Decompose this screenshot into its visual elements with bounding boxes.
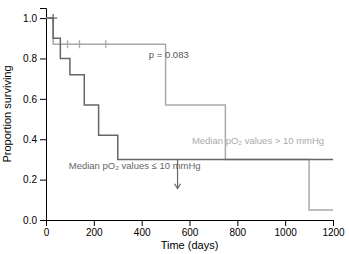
x-tick-label: 1200 bbox=[322, 227, 345, 238]
censor-mark bbox=[64, 40, 72, 48]
y-tick: 0.2 bbox=[23, 174, 46, 185]
x-axis-line bbox=[47, 221, 334, 227]
censor-mark bbox=[49, 14, 57, 22]
y-tick-mark bbox=[40, 99, 46, 100]
x-tick: 0 bbox=[44, 220, 50, 238]
x-tick-mark bbox=[285, 220, 286, 226]
y-tick-label: 0.8 bbox=[23, 53, 37, 64]
x-tick-label: 200 bbox=[86, 227, 103, 238]
censor-mark bbox=[75, 40, 83, 48]
y-tick-label: 0.0 bbox=[23, 215, 37, 226]
annotation: Median pO₂ values > 10 mmHg bbox=[192, 135, 324, 146]
x-tick: 1200 bbox=[322, 220, 345, 238]
censor-mark bbox=[102, 40, 110, 48]
y-tick-label: 1.0 bbox=[23, 13, 37, 24]
x-tick: 400 bbox=[134, 220, 151, 238]
y-tick-mark bbox=[40, 18, 46, 19]
y-tick-label: 0.4 bbox=[23, 134, 37, 145]
survival-line bbox=[46, 18, 333, 210]
x-tick: 200 bbox=[86, 220, 103, 238]
series bbox=[46, 14, 333, 189]
x-tick-mark bbox=[333, 220, 334, 226]
annotation: Median pO₂ values ≤ 10 mmHg bbox=[69, 160, 201, 171]
annotations: p = 0.083 Median pO₂ values ≤ 10 mmHg Medi… bbox=[69, 49, 324, 170]
y-tick: 0.0 bbox=[23, 215, 46, 226]
y-tick-mark bbox=[40, 220, 46, 221]
y-tick-mark bbox=[40, 58, 46, 59]
plot-area bbox=[46, 14, 333, 210]
y-tick: 1.0 bbox=[23, 13, 46, 24]
x-tick-label: 0 bbox=[44, 227, 50, 238]
x-tick-mark bbox=[94, 220, 95, 226]
y-tick-label: 0.6 bbox=[23, 94, 37, 105]
x-tick: 800 bbox=[229, 220, 246, 238]
y-tick: 0.4 bbox=[23, 134, 46, 145]
plot: 0 200 400 600 800 1000 1200 0.0 0.2 0.4 0.6 0.8 1.0 T… bbox=[1, 9, 345, 252]
x-tick-label: 1000 bbox=[275, 227, 298, 238]
x-tick-label: 600 bbox=[182, 227, 199, 238]
x-tick-mark bbox=[142, 220, 143, 226]
x-tick-label: 800 bbox=[229, 227, 246, 238]
chart: 0 200 400 600 800 1000 1200 0.0 0.2 0.4 0.6 0.8 1.0 T… bbox=[0, 0, 349, 254]
x-tick: 600 bbox=[182, 220, 199, 238]
y-tick-mark bbox=[40, 139, 46, 140]
y-tick-label: 0.2 bbox=[23, 174, 37, 185]
annotation: p = 0.083 bbox=[149, 49, 189, 60]
y-tick-mark bbox=[40, 180, 46, 181]
x-axis: 0 200 400 600 800 1000 1200 bbox=[44, 220, 345, 238]
x-axis-title: Time (days) bbox=[161, 239, 219, 251]
y-axis: 0.0 0.2 0.4 0.6 0.8 1.0 bbox=[23, 9, 46, 226]
x-tick-mark bbox=[237, 220, 238, 226]
y-tick: 0.6 bbox=[23, 94, 46, 105]
survival-line bbox=[46, 18, 333, 159]
y-tick: 0.8 bbox=[23, 53, 46, 64]
y-axis-title: Proportion surviving bbox=[1, 65, 13, 162]
y-axis-line bbox=[40, 9, 47, 221]
x-tick-mark bbox=[190, 220, 191, 226]
x-tick: 1000 bbox=[275, 220, 298, 238]
series bbox=[46, 18, 333, 210]
x-tick-label: 400 bbox=[134, 227, 151, 238]
